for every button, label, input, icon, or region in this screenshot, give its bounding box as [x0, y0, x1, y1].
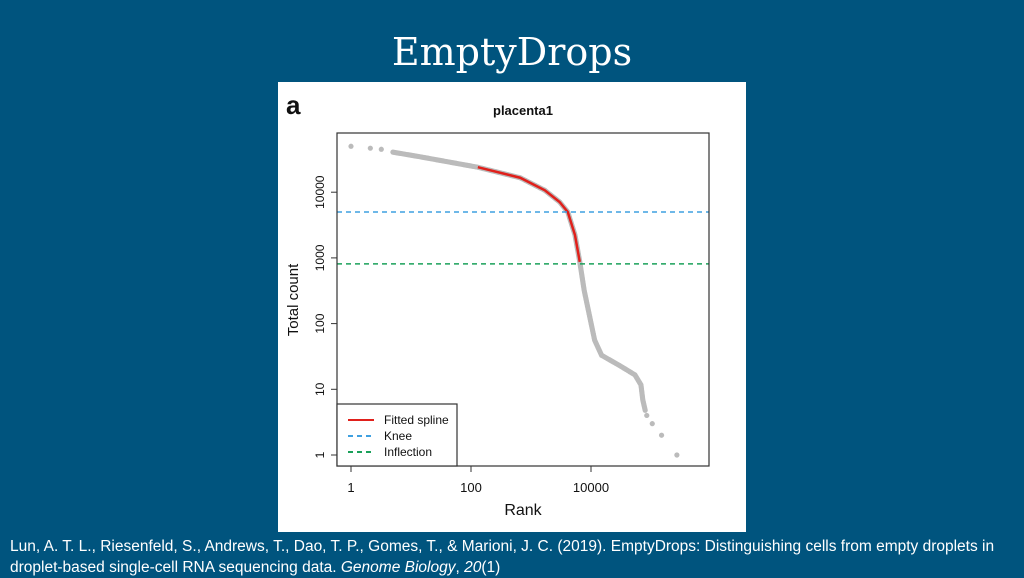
data-point: [367, 145, 373, 151]
legend-label-knee: Knee: [384, 429, 412, 443]
citation: Lun, A. T. L., Riesenfeld, S., Andrews, …: [10, 536, 1010, 578]
x-tick-label: 1: [347, 480, 354, 495]
plot-frame: [336, 132, 710, 467]
barcode-rank-chart: a placenta1 Rank Total count Fitted spli…: [285, 90, 710, 519]
y-tick-label: 100: [313, 313, 327, 333]
data-point: [642, 407, 648, 413]
x-tick-label: 10000: [573, 480, 609, 495]
legend-label-fitted-spline: Fitted spline: [384, 413, 449, 427]
data-point: [348, 143, 354, 149]
citation-issue: (1): [481, 559, 501, 576]
x-axis-label: Rank: [504, 502, 542, 519]
y-tick-label: 1: [313, 451, 327, 458]
slide-title: EmptyDrops: [391, 30, 633, 74]
data-point: [658, 432, 665, 438]
legend: Fitted spline Knee Inflection: [336, 403, 458, 467]
chart-title: placenta1: [493, 103, 553, 118]
y-tick-label: 1000: [313, 244, 327, 271]
legend-label-inflection: Inflection: [384, 445, 432, 459]
knee-plot-figure: a placenta1 Rank Total count Fitted spli…: [278, 82, 746, 532]
y-axis-label: Total count: [285, 263, 302, 336]
citation-text: Lun, A. T. L., Riesenfeld, S., Andrews, …: [10, 538, 995, 576]
panel-label: a: [286, 90, 301, 120]
citation-journal: Genome Biology: [340, 559, 456, 576]
data-point: [649, 421, 655, 427]
data-point: [674, 452, 680, 458]
data-point: [378, 146, 384, 152]
fitted-spline-line: [477, 166, 582, 263]
data-point: [644, 412, 650, 419]
citation-separator: ,: [455, 559, 465, 576]
x-tick-label: 100: [460, 480, 482, 495]
y-tick-label: 10000: [313, 175, 327, 209]
citation-volume: 20: [464, 559, 482, 576]
y-tick-label: 10: [313, 382, 327, 396]
